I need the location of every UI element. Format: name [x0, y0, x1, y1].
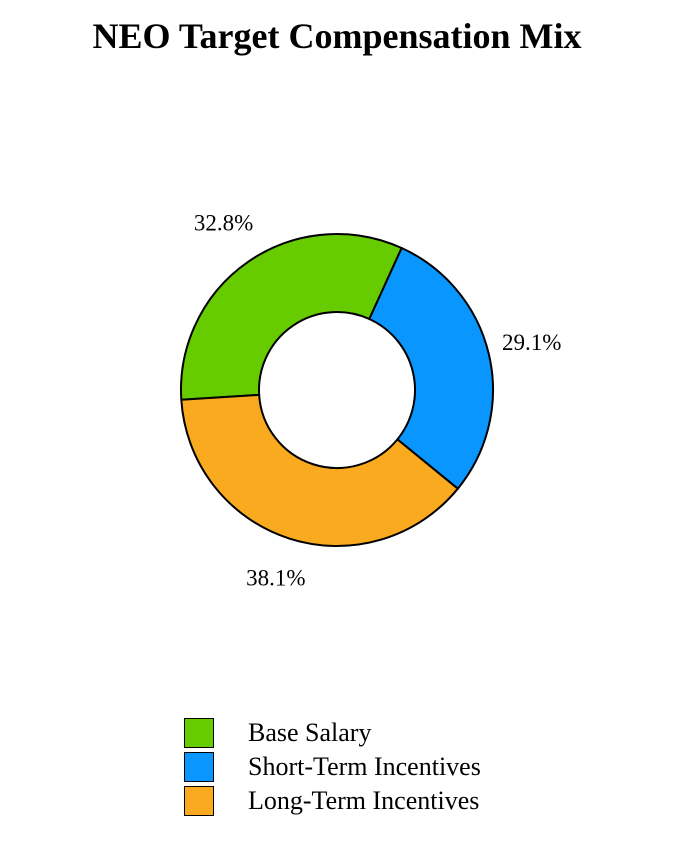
donut-slice-short-term-incentives: [368, 247, 494, 490]
legend-label: Short-Term Incentives: [248, 752, 481, 781]
legend-item-base-salary: Base Salary: [184, 716, 481, 750]
legend-item-short-term-incentives: Short-Term Incentives: [184, 750, 481, 784]
slice-label-short-term-incentives: 29.1%: [502, 330, 561, 355]
slice-label-long-term-incentives: 38.1%: [246, 566, 305, 591]
donut-slice-long-term-incentives: [180, 393, 459, 547]
legend-swatch: [184, 718, 214, 748]
legend-swatch: [184, 786, 214, 816]
donut-slice-base-salary: [180, 233, 403, 401]
legend-item-long-term-incentives: Long-Term Incentives: [184, 784, 481, 818]
chart-title: NEO Target Compensation Mix: [92, 16, 582, 56]
legend-swatch: [184, 752, 214, 782]
legend-label: Long-Term Incentives: [248, 786, 480, 815]
legend-label: Base Salary: [248, 718, 372, 747]
slice-label-base-salary: 32.8%: [194, 211, 253, 236]
donut-chart: 32.8% 29.1% 38.1%: [180, 211, 561, 591]
legend: Base Salary Short-Term Incentives Long-Ter…: [184, 716, 481, 818]
